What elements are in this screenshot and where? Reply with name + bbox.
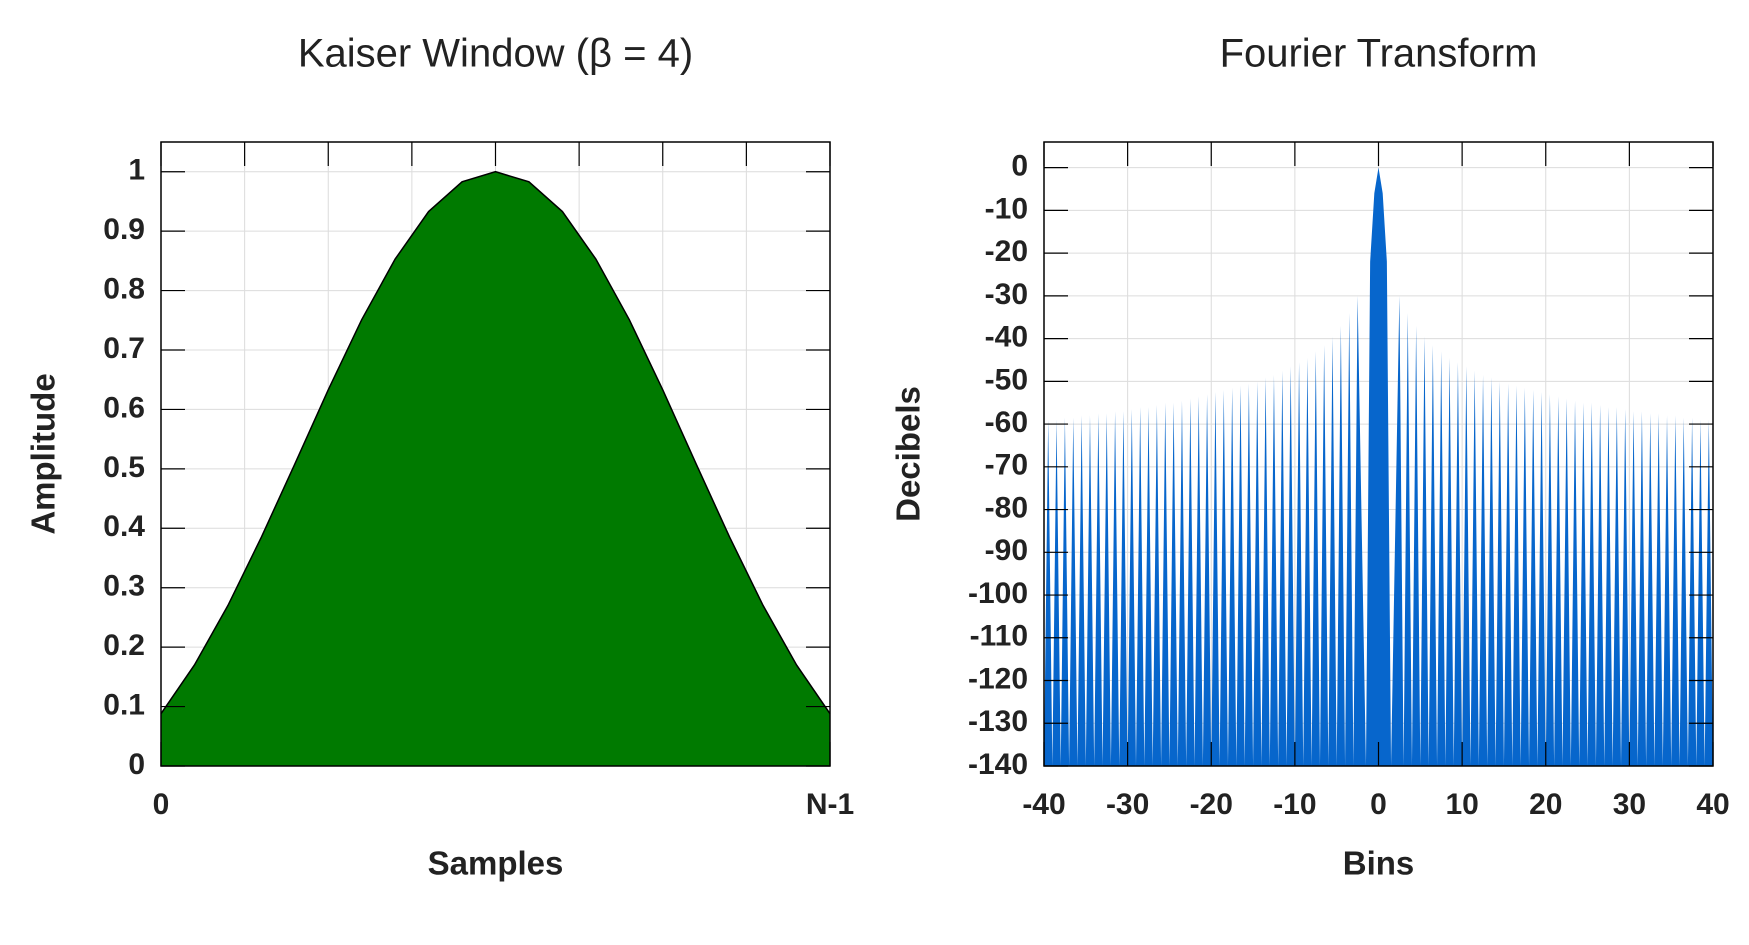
y-tick-label: -100 — [968, 577, 1028, 610]
y-tick-label: -50 — [985, 363, 1028, 396]
x-axis-label: Samples — [428, 845, 564, 882]
y-tick-label: -130 — [968, 705, 1028, 738]
x-tick-label: 20 — [1529, 788, 1562, 821]
x-tick-label: -40 — [1022, 788, 1065, 821]
x-tick-label: -10 — [1273, 788, 1316, 821]
y-tick-label: -10 — [985, 192, 1028, 225]
y-tick-label: 1 — [128, 154, 145, 187]
area-outline — [160, 170, 831, 715]
x-tick-label: 30 — [1613, 788, 1646, 821]
y-tick-label: 0.3 — [103, 570, 145, 603]
y-tick-label: -70 — [985, 449, 1028, 482]
y-tick-label: 0.5 — [103, 451, 145, 484]
x-tick-label: 0 — [153, 788, 170, 821]
area — [161, 171, 830, 766]
x-tick-label: -20 — [1190, 788, 1233, 821]
y-axis-label: Decibels — [890, 386, 927, 522]
y-tick-label: 0.1 — [103, 688, 145, 721]
chart-title: Fourier Transform — [1220, 32, 1538, 76]
x-tick-label: -30 — [1106, 788, 1149, 821]
x-tick-label: 10 — [1445, 788, 1478, 821]
y-tick-label: 0.6 — [103, 391, 145, 424]
y-tick-label: 0.9 — [103, 213, 145, 246]
y-tick-label: -20 — [985, 235, 1028, 268]
y-tick-label: 0 — [1011, 150, 1028, 183]
chart-title: Kaiser Window (β = 4) — [298, 32, 693, 76]
y-tick-label: -90 — [985, 534, 1028, 567]
y-tick-label: -110 — [970, 620, 1028, 653]
y-tick-label: -40 — [985, 321, 1028, 354]
y-tick-label: 0.4 — [103, 510, 145, 543]
y-tick-label: 0 — [128, 748, 145, 781]
x-axis-label: Bins — [1343, 845, 1415, 882]
y-tick-label: -60 — [985, 406, 1028, 439]
y-tick-label: 0.7 — [103, 332, 145, 365]
y-tick-label: -120 — [968, 662, 1028, 695]
x-tick-label: N-1 — [806, 788, 854, 821]
y-tick-label: 0.8 — [103, 272, 145, 305]
area — [1044, 167, 1713, 766]
y-axis-label: Amplitude — [25, 373, 62, 534]
y-tick-label: -80 — [985, 491, 1028, 524]
y-tick-label: -140 — [968, 748, 1028, 781]
x-tick-label: 40 — [1696, 788, 1729, 821]
y-tick-label: 0.2 — [103, 629, 145, 662]
y-tick-label: -30 — [985, 278, 1028, 311]
x-tick-label: 0 — [1370, 788, 1387, 821]
